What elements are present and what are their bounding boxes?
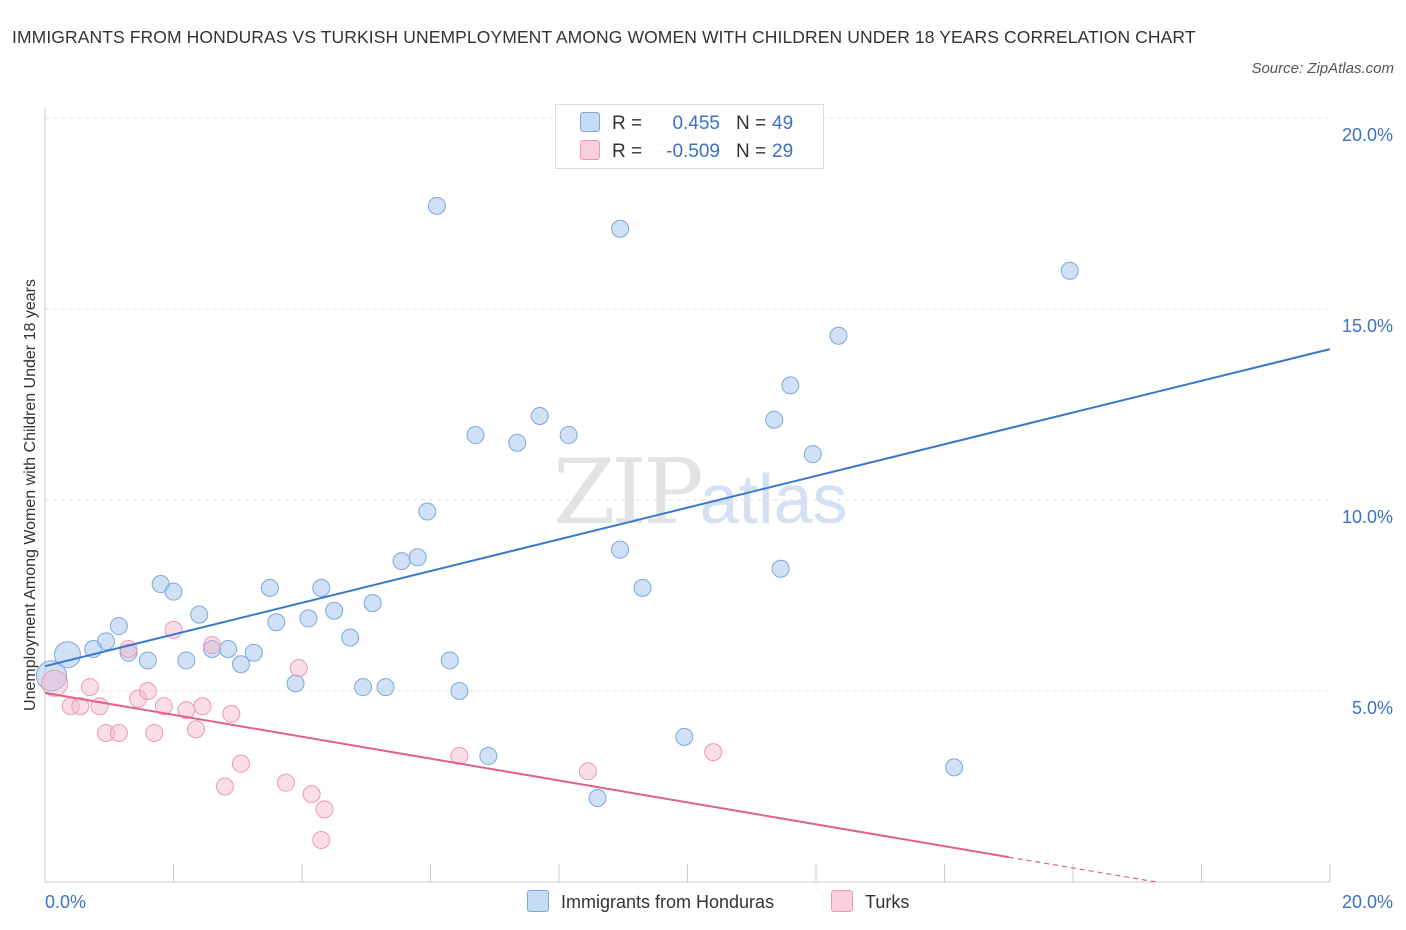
turks-point bbox=[302, 785, 321, 804]
r-label: R = bbox=[612, 113, 643, 134]
y-tick-label: 5.0% bbox=[1352, 698, 1393, 718]
honduras-point bbox=[341, 628, 360, 647]
turks-point bbox=[119, 639, 138, 658]
honduras-point bbox=[440, 651, 459, 670]
stats-legend: R = 0.455 N = 49 R = -0.509 N = 29 bbox=[555, 104, 824, 169]
honduras-point bbox=[164, 582, 183, 601]
turks-point bbox=[71, 697, 90, 716]
turks-point bbox=[578, 762, 597, 781]
x-tick-label: 20.0% bbox=[1342, 892, 1393, 912]
honduras-point bbox=[611, 219, 630, 238]
honduras-point bbox=[325, 601, 344, 620]
turks-swatch bbox=[580, 140, 600, 160]
honduras-point bbox=[244, 643, 263, 662]
honduras-point bbox=[354, 678, 373, 697]
turks-point bbox=[186, 720, 205, 739]
honduras-point bbox=[771, 559, 790, 578]
honduras-point bbox=[781, 376, 800, 395]
honduras-point bbox=[35, 660, 67, 692]
honduras-point bbox=[588, 788, 607, 807]
turks-point bbox=[203, 636, 222, 655]
turks-point bbox=[312, 830, 331, 849]
turks-point bbox=[215, 777, 234, 796]
honduras-point bbox=[633, 578, 652, 597]
turks-point bbox=[231, 754, 250, 773]
honduras-point bbox=[408, 548, 427, 567]
turks-point bbox=[704, 743, 723, 762]
n-label: N = bbox=[736, 141, 767, 162]
x-tick-label: 0.0% bbox=[45, 892, 86, 912]
honduras-point bbox=[286, 674, 305, 693]
honduras-point bbox=[376, 678, 395, 697]
turks-point bbox=[97, 724, 116, 743]
honduras-point bbox=[508, 433, 527, 452]
turks-trend-line bbox=[44, 691, 1009, 859]
honduras-point bbox=[260, 578, 279, 597]
honduras-point bbox=[803, 445, 822, 464]
honduras-point bbox=[109, 617, 128, 636]
turks-legend-swatch bbox=[831, 890, 853, 912]
r-value-turks: -0.509 bbox=[666, 141, 720, 162]
r-value-honduras: 0.455 bbox=[672, 113, 720, 134]
bottom-legend-honduras: Immigrants from Honduras bbox=[527, 889, 774, 915]
chart-title: IMMIGRANTS FROM HONDURAS VS TURKISH UNEM… bbox=[12, 27, 1196, 47]
n-value-honduras: 49 bbox=[772, 113, 794, 134]
honduras-point bbox=[945, 758, 964, 777]
bottom-legend-turks: Turks bbox=[831, 889, 909, 915]
honduras-point bbox=[1060, 261, 1079, 280]
honduras-point bbox=[559, 426, 578, 445]
honduras-legend-label: Immigrants from Honduras bbox=[561, 892, 775, 912]
honduras-point bbox=[392, 552, 411, 571]
watermark: ZIPatlas bbox=[553, 440, 848, 545]
turks-point bbox=[129, 689, 148, 708]
honduras-point bbox=[530, 406, 549, 425]
honduras-point bbox=[427, 196, 446, 215]
honduras-point bbox=[418, 502, 437, 521]
turks-point bbox=[138, 682, 157, 700]
n-label: N = bbox=[736, 113, 767, 134]
turks-point bbox=[289, 659, 308, 678]
turks-trend-extension bbox=[1008, 856, 1157, 883]
legend-row-honduras: R = 0.455 N = 49 bbox=[580, 111, 793, 137]
turks-point bbox=[109, 724, 128, 743]
turks-point bbox=[276, 773, 295, 792]
n-value-turks: 29 bbox=[772, 141, 794, 162]
legend-row-turks: R = -0.509 N = 29 bbox=[580, 139, 793, 165]
honduras-point bbox=[231, 655, 250, 674]
turks-point bbox=[222, 704, 241, 723]
honduras-point bbox=[675, 727, 694, 746]
honduras-point bbox=[363, 594, 382, 613]
honduras-point bbox=[190, 605, 209, 624]
y-tick-label: 10.0% bbox=[1342, 507, 1393, 527]
turks-legend-label: Turks bbox=[865, 892, 910, 912]
y-tick-label: 15.0% bbox=[1342, 316, 1393, 336]
honduras-point bbox=[829, 326, 848, 345]
y-tick-label: 20.0% bbox=[1342, 125, 1393, 145]
turks-point bbox=[154, 697, 173, 716]
source-label: Source: ZipAtlas.com bbox=[1251, 60, 1394, 77]
honduras-point bbox=[177, 651, 196, 670]
honduras-point bbox=[479, 746, 498, 765]
honduras-swatch bbox=[580, 112, 600, 132]
honduras-trend-line bbox=[44, 348, 1331, 668]
turks-point bbox=[315, 800, 334, 819]
turks-point bbox=[41, 669, 69, 697]
honduras-point bbox=[450, 682, 469, 700]
honduras-point bbox=[299, 609, 318, 628]
honduras-point bbox=[611, 540, 630, 559]
honduras-legend-swatch bbox=[527, 890, 549, 912]
turks-point bbox=[193, 697, 212, 716]
honduras-point bbox=[466, 426, 485, 445]
watermark-zip: ZIP bbox=[553, 440, 704, 545]
r-label: R = bbox=[612, 141, 643, 162]
turks-point bbox=[80, 678, 99, 697]
honduras-point bbox=[267, 613, 286, 632]
honduras-point bbox=[119, 643, 138, 662]
honduras-point bbox=[312, 578, 331, 597]
turks-point bbox=[145, 724, 164, 743]
honduras-point bbox=[765, 410, 784, 429]
honduras-point bbox=[219, 639, 238, 658]
honduras-point bbox=[138, 651, 157, 670]
